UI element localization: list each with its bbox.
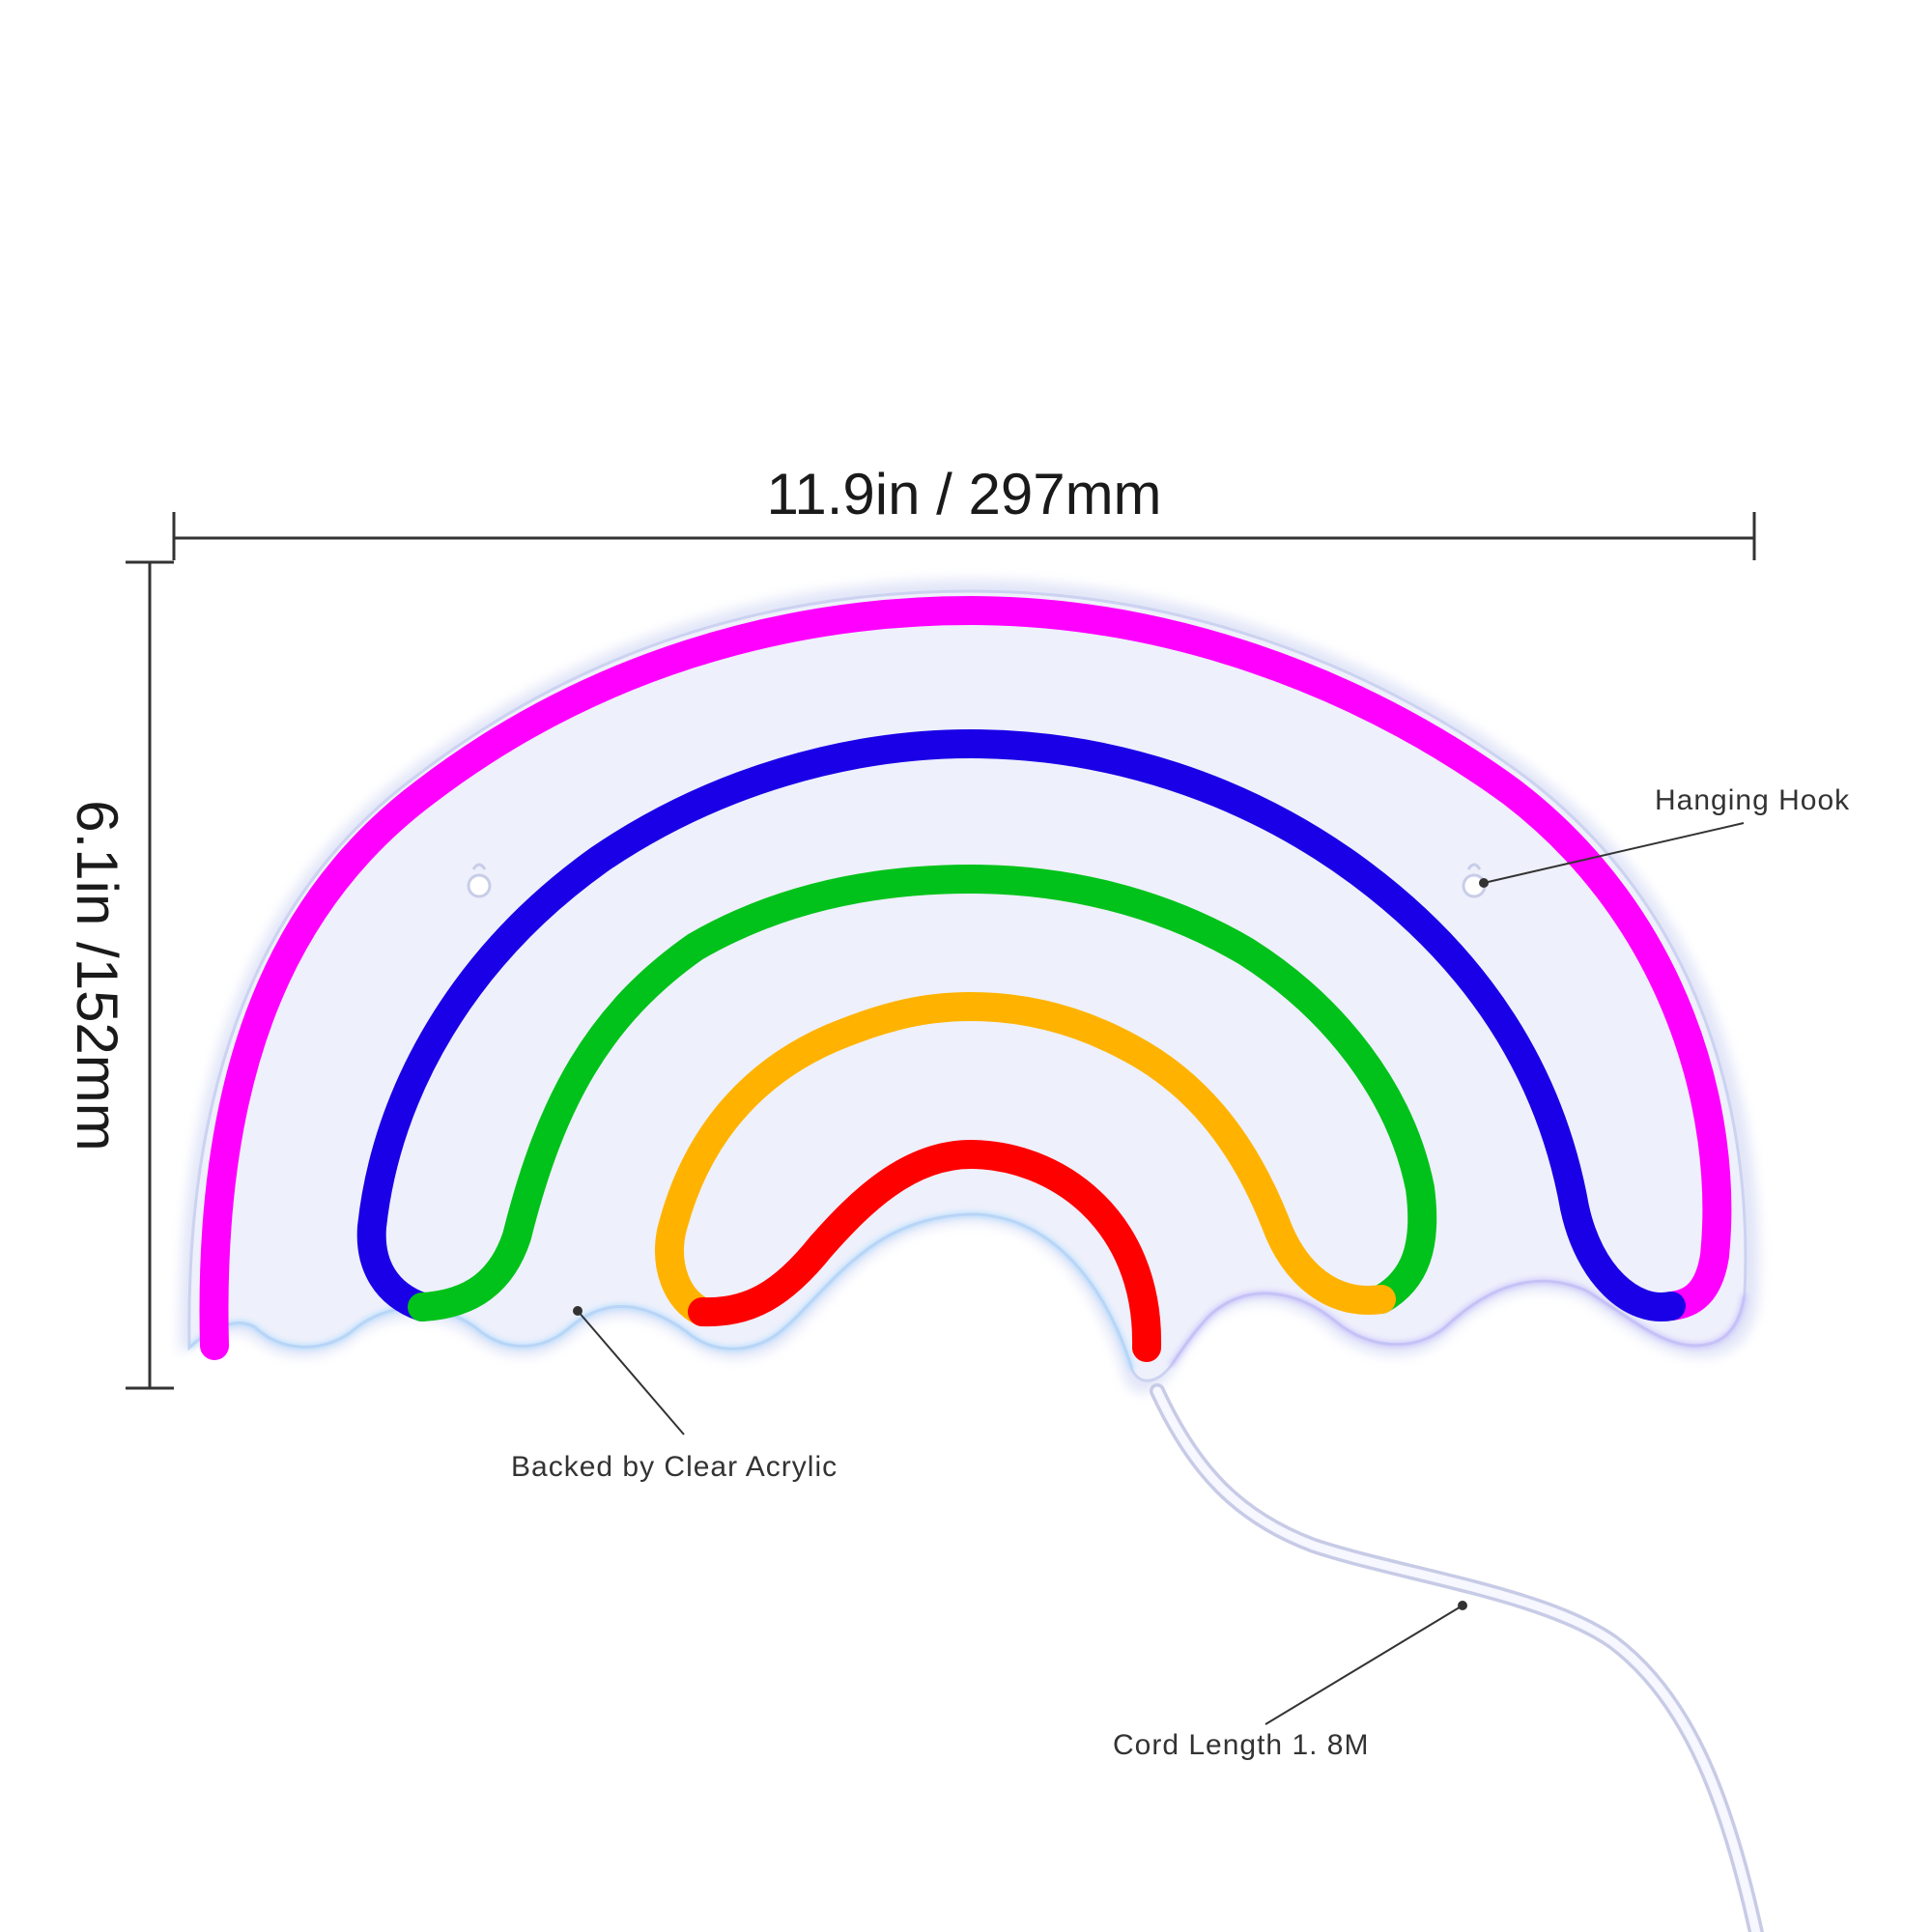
callout-hanging-hook-label: Hanging Hook xyxy=(1655,784,1850,816)
neon-tubes xyxy=(199,596,1732,1362)
callout-cord: Cord Length 1. 8M xyxy=(1113,1601,1467,1761)
neon-tube-red xyxy=(688,1140,1162,1362)
neon-tube-magenta xyxy=(199,596,1732,1360)
callout-backing-label: Backed by Clear Acrylic xyxy=(511,1451,838,1483)
height-label: 6.1in /152mm xyxy=(65,800,129,1151)
width-dimension xyxy=(172,512,1756,560)
neon-tube-blue xyxy=(356,729,1686,1321)
neon-tube-green xyxy=(408,865,1437,1321)
callout-cord-label: Cord Length 1. 8M xyxy=(1113,1729,1369,1761)
acrylic-edge-highlight-right xyxy=(1168,1278,1747,1368)
height-dimension xyxy=(126,560,174,1390)
power-cord xyxy=(1150,1383,1764,1932)
acrylic-board xyxy=(187,589,1747,1382)
acrylic-backing xyxy=(179,580,1760,1393)
width-label: 11.9in / 297mm xyxy=(766,462,1161,526)
callout-hanging-hook: Hanging Hook xyxy=(1479,784,1850,888)
callout-backing: Backed by Clear Acrylic xyxy=(511,1306,838,1483)
hanging-hook-left xyxy=(467,863,492,898)
acrylic-edge-highlight xyxy=(187,1211,1135,1371)
neon-tube-orange xyxy=(655,992,1396,1326)
